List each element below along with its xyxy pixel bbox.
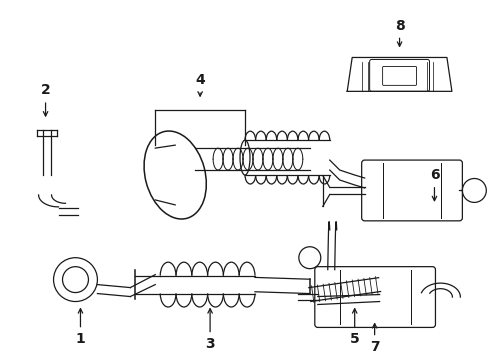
Text: 8: 8 xyxy=(394,19,404,46)
Text: 3: 3 xyxy=(205,309,215,351)
Text: 2: 2 xyxy=(41,84,50,116)
Text: 7: 7 xyxy=(370,324,379,354)
Text: 4: 4 xyxy=(195,73,205,96)
Text: 6: 6 xyxy=(430,168,439,201)
Text: 5: 5 xyxy=(350,309,360,346)
Text: 1: 1 xyxy=(75,309,85,346)
